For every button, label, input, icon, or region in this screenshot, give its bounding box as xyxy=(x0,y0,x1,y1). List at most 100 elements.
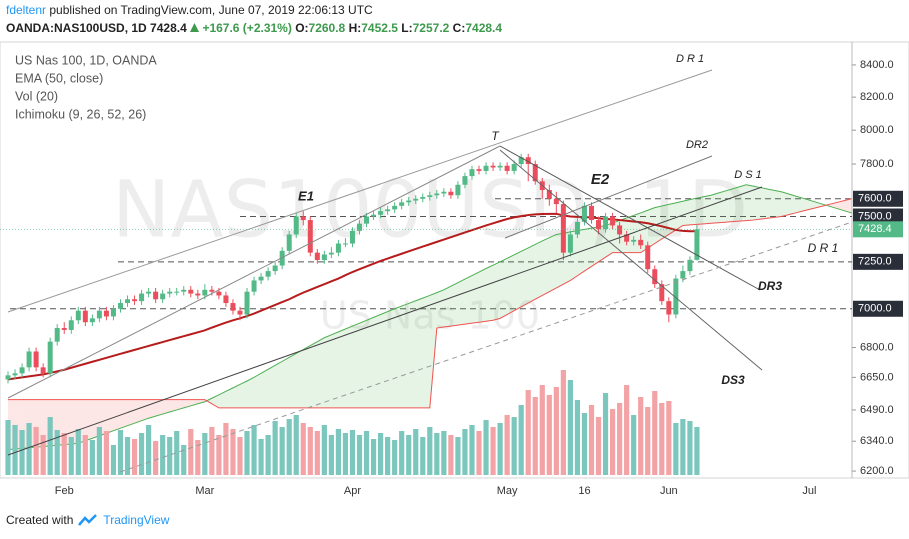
candle-body xyxy=(469,169,475,177)
cloud-fill xyxy=(373,314,381,408)
volume-bar xyxy=(427,427,433,475)
candle-body xyxy=(476,169,482,171)
cloud-fill xyxy=(781,191,789,217)
y-tick-label: 6800.0 xyxy=(860,341,894,353)
volume-bar xyxy=(251,425,257,475)
cloud-fill xyxy=(331,331,339,408)
cloud-fill xyxy=(577,229,585,276)
x-tick-label: Mar xyxy=(195,485,214,497)
cloud-fill xyxy=(134,399,142,424)
level-label-box xyxy=(853,253,903,270)
candle-body xyxy=(244,291,250,315)
candle-body xyxy=(47,341,53,374)
candle-body xyxy=(300,216,306,221)
volume-bar xyxy=(363,431,370,475)
candle-body xyxy=(455,184,461,196)
level-label-box xyxy=(853,190,903,207)
volume-bar xyxy=(504,415,510,475)
volume-bar xyxy=(265,435,271,475)
cloud-fill xyxy=(746,184,754,221)
candle-body xyxy=(286,234,292,251)
ohlc-label: C: xyxy=(452,21,466,35)
candle-body xyxy=(26,351,32,368)
volume-bar xyxy=(490,427,496,475)
candle-body xyxy=(110,308,116,317)
cloud-fill xyxy=(675,201,683,230)
volume-bar xyxy=(54,430,60,475)
cloud-fill xyxy=(366,317,374,408)
volume-bar xyxy=(553,387,559,475)
candle-body xyxy=(560,204,566,253)
cloud-fill xyxy=(788,193,796,215)
cloud-fill xyxy=(718,191,726,223)
volume-bar xyxy=(216,435,222,475)
candle-body xyxy=(638,239,644,246)
trendline xyxy=(7,145,501,399)
cloud-fill xyxy=(394,306,402,408)
legend-item: Vol (20) xyxy=(15,89,58,103)
candle-body xyxy=(448,191,454,196)
candle-body xyxy=(279,250,285,266)
candle-body xyxy=(617,225,623,235)
cloud-fill xyxy=(303,345,311,408)
cloud-fill xyxy=(479,268,487,323)
volume-bar xyxy=(370,439,377,475)
volume-bar xyxy=(33,427,39,475)
cloud-fill xyxy=(106,399,114,434)
volume-bar xyxy=(321,425,327,475)
volume-bar xyxy=(174,431,180,475)
volume-bar xyxy=(638,397,644,475)
y-tick-label: 8000.0 xyxy=(860,124,894,136)
volume-bar xyxy=(75,429,81,475)
cloud-fill xyxy=(345,326,353,408)
cloud-fill xyxy=(254,373,262,408)
candle-body xyxy=(441,191,447,194)
candle-body xyxy=(202,289,208,296)
cloud-fill xyxy=(739,184,747,222)
candle-body xyxy=(342,243,348,245)
trendline xyxy=(7,186,763,456)
candle-body xyxy=(588,205,594,221)
volume-bar xyxy=(307,427,313,475)
trendlines xyxy=(7,69,853,473)
candle-body xyxy=(511,164,517,171)
cloud-fill xyxy=(155,399,163,417)
volume-bar xyxy=(349,430,356,475)
x-tick-label: May xyxy=(497,485,518,497)
cloud-fill xyxy=(282,357,290,408)
candle-body xyxy=(117,303,123,309)
cloud-fill xyxy=(682,199,690,226)
cloud-fill xyxy=(380,311,388,408)
candle-body xyxy=(167,291,173,294)
volume-bar xyxy=(673,423,679,475)
volume-bar xyxy=(694,427,700,475)
cloud-fill xyxy=(711,193,719,224)
candle-body xyxy=(371,214,377,217)
volume-bar xyxy=(539,385,545,475)
y-tick-label: 8200.0 xyxy=(860,91,894,103)
volume-bar xyxy=(392,440,398,475)
cloud-fill xyxy=(247,377,255,408)
volume-bar xyxy=(511,417,517,475)
cloud-fill xyxy=(647,207,655,249)
cloud-fill xyxy=(486,265,494,322)
candle-body xyxy=(237,310,243,315)
y-tick-label: 6490.0 xyxy=(860,404,894,416)
candle-body xyxy=(427,195,433,198)
candle-body xyxy=(153,291,159,300)
candle-body xyxy=(610,216,616,226)
candle-body xyxy=(223,295,229,304)
candle-body xyxy=(307,220,313,253)
volume-bar xyxy=(406,435,412,475)
cloud-fill xyxy=(261,369,269,408)
volume-bar xyxy=(19,430,25,475)
cloud-fill xyxy=(317,337,325,408)
last-price: 7428.4 xyxy=(150,21,187,35)
volume-bar xyxy=(153,441,159,475)
candle-body xyxy=(139,293,145,302)
annotation: D S 1 xyxy=(734,169,762,181)
cloud-fill xyxy=(387,308,395,408)
cloud-fill xyxy=(408,300,416,408)
candle-body xyxy=(497,165,503,168)
